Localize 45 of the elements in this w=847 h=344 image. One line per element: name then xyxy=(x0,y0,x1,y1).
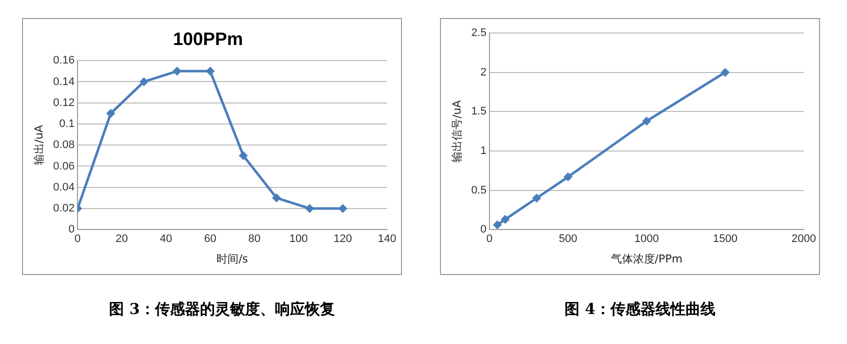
x-tick-label: 120 xyxy=(334,233,352,246)
x-tick-label: 2000 xyxy=(792,233,816,246)
y-tick-label: 0 xyxy=(68,224,75,236)
point xyxy=(492,220,502,230)
y-axis-title: 输出/uA xyxy=(32,124,46,166)
x-tick-label: 60 xyxy=(204,233,216,246)
x-tick-label: 500 xyxy=(558,233,578,246)
y-tick-label: 2.5 xyxy=(471,27,486,40)
y-axis-title: 输出信号/uA xyxy=(450,100,464,162)
y-tick-label: 0.04 xyxy=(53,181,75,194)
x-tick-label: 20 xyxy=(116,233,128,246)
y-tick-label: 0.12 xyxy=(53,96,75,109)
point xyxy=(564,172,573,182)
x-tick-label: 100 xyxy=(289,233,308,246)
point xyxy=(500,214,510,224)
point xyxy=(106,108,116,118)
point xyxy=(532,194,542,203)
x-axis-title: 时间/s xyxy=(216,252,248,266)
y-tick-label: 0.02 xyxy=(53,202,75,215)
caption: 图 3：传感器的灵敏度、响应恢复 xyxy=(108,300,336,319)
y-tick-label: 0.08 xyxy=(53,139,75,152)
x-tick-label: 140 xyxy=(378,233,396,246)
y-tick-label: 0 xyxy=(480,224,486,236)
y-tick-label: 0.06 xyxy=(53,160,75,172)
caption: 图 4：传感器线性曲线 xyxy=(564,300,716,319)
chart-title: 100PPm xyxy=(172,28,244,49)
y-tick-label: 0.5 xyxy=(471,184,486,196)
y-tick-label: 0.14 xyxy=(53,76,75,88)
y-tick-label: 0.16 xyxy=(53,54,75,67)
point xyxy=(642,116,652,126)
x-tick-label: 1500 xyxy=(712,233,738,246)
point xyxy=(238,151,248,160)
point xyxy=(139,77,148,86)
y-tick-label: 2 xyxy=(480,66,486,78)
point xyxy=(338,204,348,213)
y-tick-label: 1 xyxy=(480,144,486,157)
point xyxy=(272,193,282,202)
y-tick-label: 0.1 xyxy=(59,118,75,130)
point xyxy=(720,68,730,77)
x-axis-title: 气体浓度/PPm xyxy=(610,252,682,266)
point xyxy=(206,66,215,76)
x-tick-label: 80 xyxy=(248,233,261,246)
x-tick-label: 1000 xyxy=(634,233,659,246)
x-tick-label: 40 xyxy=(160,233,172,246)
y-tick-label: 1.5 xyxy=(471,106,486,118)
